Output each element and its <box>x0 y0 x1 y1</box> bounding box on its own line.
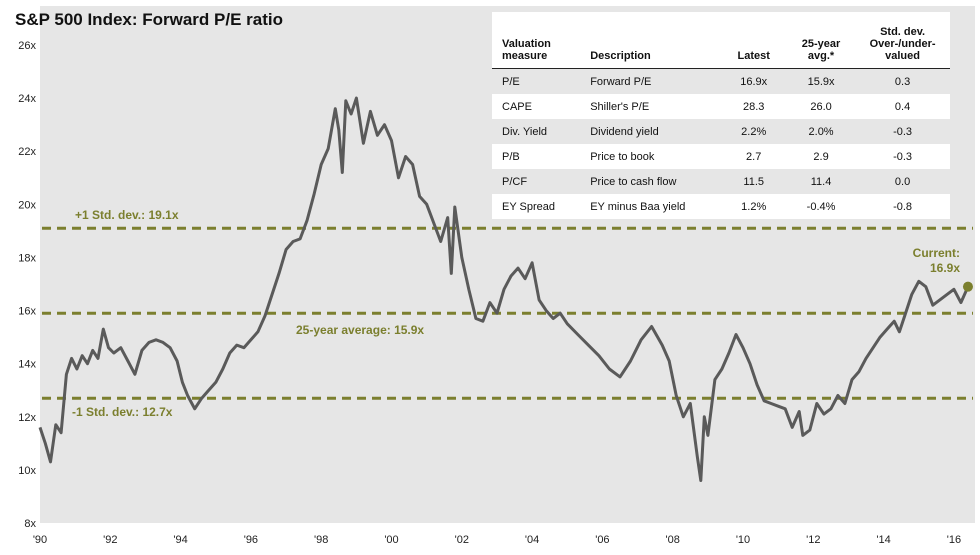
x-tick-label: '94 <box>173 534 187 546</box>
cell-measure: P/B <box>492 144 587 169</box>
minus-std-label: -1 Std. dev.: 12.7x <box>72 405 173 419</box>
current-point <box>962 281 973 292</box>
cell-avg: 11.4 <box>786 169 856 194</box>
x-tick-label: '92 <box>103 534 117 546</box>
cell-latest: 1.2% <box>720 194 787 219</box>
table-row: CAPE Shiller's P/E 28.3 26.0 0.4 <box>492 94 950 119</box>
cell-avg: 2.9 <box>786 144 856 169</box>
header-valuation-measure: Valuation measure <box>492 12 587 69</box>
x-tick-label: '04 <box>525 534 539 546</box>
x-tick-label: '14 <box>876 534 890 546</box>
y-axis: 8x 10x 12x 14x 16x 18x 20x 22x 24x 26x <box>18 40 36 530</box>
cell-measure: P/E <box>492 68 587 94</box>
y-tick-label: 26x <box>18 40 36 52</box>
header-std-dev: Std. dev. Over-/under-valued <box>855 12 950 69</box>
cell-description: Dividend yield <box>586 119 721 144</box>
header-latest: Latest <box>720 12 787 69</box>
table-row: EY Spread EY minus Baa yield 1.2% -0.4% -0.8 <box>492 194 950 219</box>
cell-avg: 2.0% <box>786 119 856 144</box>
cell-description: Price to cash flow <box>586 169 721 194</box>
x-tick-label: '00 <box>384 534 398 546</box>
x-tick-label: '06 <box>595 534 609 546</box>
plus-std-label: +1 Std. dev.: 19.1x <box>75 208 179 222</box>
x-tick-label: '12 <box>806 534 820 546</box>
current-value-label: 16.9x <box>930 261 960 275</box>
x-tick-label: '16 <box>947 534 961 546</box>
y-tick-label: 16x <box>18 306 36 318</box>
x-tick-label: '98 <box>314 534 328 546</box>
current-label: Current: <box>913 246 960 260</box>
cell-latest: 16.9x <box>720 68 787 94</box>
cell-std-dev: 0.0 <box>855 169 950 194</box>
cell-std-dev: -0.8 <box>855 194 950 219</box>
y-tick-label: 18x <box>18 252 36 264</box>
table-header-row: Valuation measure Description Latest 25-… <box>492 12 950 69</box>
cell-avg: 26.0 <box>786 94 856 119</box>
cell-measure: CAPE <box>492 94 587 119</box>
cell-std-dev: 0.4 <box>855 94 950 119</box>
x-tick-label: '08 <box>666 534 680 546</box>
cell-description: Price to book <box>586 144 721 169</box>
cell-avg: 15.9x <box>786 68 856 94</box>
table-row: P/E Forward P/E 16.9x 15.9x 0.3 <box>492 68 950 94</box>
y-tick-label: 12x <box>18 412 36 424</box>
y-tick-label: 22x <box>18 146 36 158</box>
cell-measure: P/CF <box>492 169 587 194</box>
y-tick-label: 20x <box>18 199 36 211</box>
x-tick-label: '90 <box>33 534 47 546</box>
average-label: 25-year average: 15.9x <box>296 323 424 337</box>
x-tick-label: '96 <box>244 534 258 546</box>
y-tick-label: 24x <box>18 93 36 105</box>
cell-latest: 2.2% <box>720 119 787 144</box>
series-line <box>38 96 970 482</box>
table-row: P/B Price to book 2.7 2.9 -0.3 <box>492 144 950 169</box>
valuation-table: Valuation measure Description Latest 25-… <box>492 12 950 219</box>
cell-avg: -0.4% <box>786 194 856 219</box>
valuation-table-panel: Valuation measure Description Latest 25-… <box>492 12 950 219</box>
x-tick-label: '02 <box>455 534 469 546</box>
cell-latest: 28.3 <box>720 94 787 119</box>
cell-std-dev: -0.3 <box>855 119 950 144</box>
reference-lines <box>42 226 973 400</box>
cell-std-dev: 0.3 <box>855 68 950 94</box>
cell-description: Forward P/E <box>586 68 721 94</box>
chart-title: S&P 500 Index: Forward P/E ratio <box>15 10 283 29</box>
table-row: P/CF Price to cash flow 11.5 11.4 0.0 <box>492 169 950 194</box>
y-tick-label: 10x <box>18 465 36 477</box>
table-row: Div. Yield Dividend yield 2.2% 2.0% -0.3 <box>492 119 950 144</box>
cell-latest: 11.5 <box>720 169 787 194</box>
header-25-year-avg: 25-year avg.* <box>786 12 856 69</box>
cell-measure: Div. Yield <box>492 119 587 144</box>
x-tick-label: '10 <box>736 534 750 546</box>
cell-measure: EY Spread <box>492 194 587 219</box>
header-description: Description <box>586 12 721 69</box>
cell-description: EY minus Baa yield <box>586 194 721 219</box>
cell-std-dev: -0.3 <box>855 144 950 169</box>
cell-latest: 2.7 <box>720 144 787 169</box>
x-axis: '90 '92 '94 '96 '98 '00 '02 '04 '06 '08 '10 '12 '14 '… <box>33 534 961 546</box>
cell-description: Shiller's P/E <box>586 94 721 119</box>
y-tick-label: 14x <box>18 359 36 371</box>
y-tick-label: 8x <box>24 518 36 530</box>
